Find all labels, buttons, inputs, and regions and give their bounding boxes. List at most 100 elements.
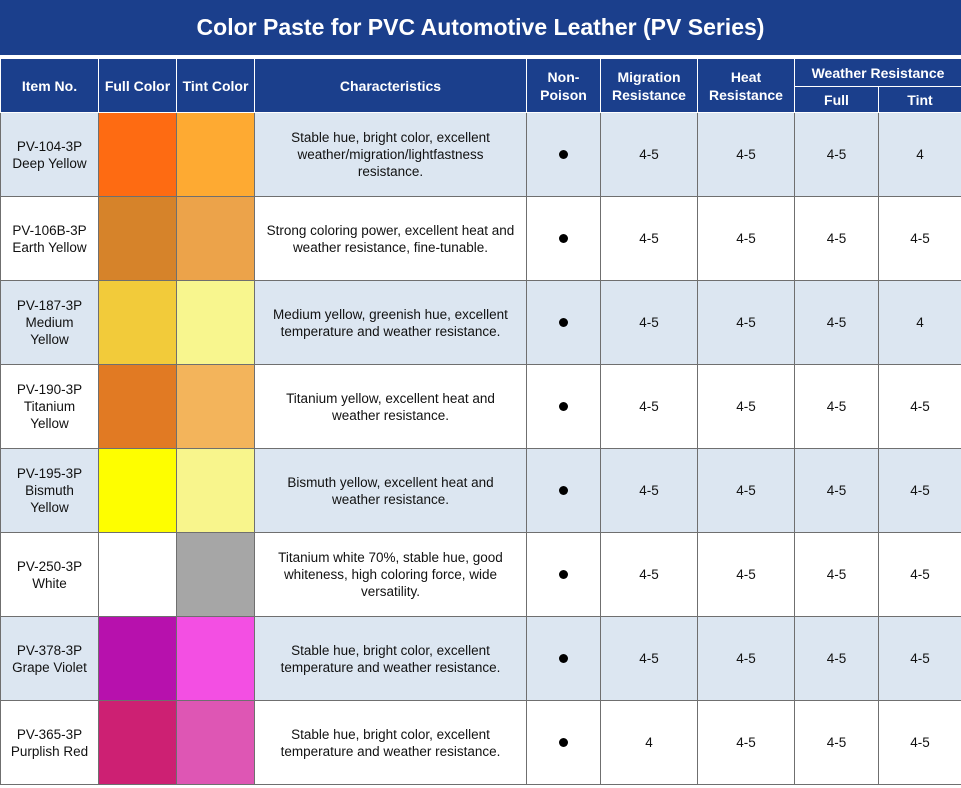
characteristics-cell: Titanium yellow, excellent heat and weat… (254, 364, 527, 449)
non-poison-cell (526, 196, 601, 281)
non-poison-dot-icon (559, 402, 568, 411)
header-weather-full: Full (794, 86, 879, 113)
non-poison-dot-icon (559, 318, 568, 327)
weather-full-cell: 4-5 (794, 364, 879, 449)
characteristics-cell: Bismuth yellow, excellent heat and weath… (254, 448, 527, 533)
tint-color-swatch (176, 112, 255, 197)
non-poison-cell (526, 532, 601, 617)
migration-resistance-cell: 4-5 (600, 616, 698, 701)
non-poison-cell (526, 112, 601, 197)
table-body: PV-104-3P Deep Yellow Stable hue, bright … (0, 112, 961, 785)
table-row: PV-104-3P Deep Yellow Stable hue, bright … (0, 112, 961, 197)
non-poison-dot-icon (559, 654, 568, 663)
weather-tint-cell: 4-5 (878, 364, 961, 449)
header-item-no: Item No. (0, 58, 99, 113)
weather-tint-cell: 4 (878, 112, 961, 197)
header-weather-tint: Tint (878, 86, 961, 113)
header-non-poison: Non- Poison (526, 58, 601, 113)
heat-resistance-cell: 4-5 (697, 196, 795, 281)
characteristics-cell: Stable hue, bright color, excellent temp… (254, 700, 527, 785)
migration-resistance-cell: 4-5 (600, 448, 698, 533)
full-color-swatch (98, 448, 177, 533)
full-color-swatch (98, 532, 177, 617)
item-no-cell: PV-190-3P Titanium Yellow (0, 364, 99, 449)
tint-color-swatch (176, 532, 255, 617)
characteristics-cell: Stable hue, bright color, excellent temp… (254, 616, 527, 701)
weather-full-cell: 4-5 (794, 700, 879, 785)
item-no-cell: PV-365-3P Purplish Red (0, 700, 99, 785)
weather-tint-cell: 4-5 (878, 700, 961, 785)
header-tint-color: Tint Color (176, 58, 255, 113)
header-characteristics: Characteristics (254, 58, 527, 113)
table-row: PV-365-3P Purplish Red Stable hue, bright… (0, 700, 961, 785)
full-color-swatch (98, 196, 177, 281)
characteristics-cell: Stable hue, bright color, excellent weat… (254, 112, 527, 197)
full-color-swatch (98, 700, 177, 785)
weather-tint-cell: 4-5 (878, 448, 961, 533)
tint-color-swatch (176, 196, 255, 281)
item-no-cell: PV-250-3P White (0, 532, 99, 617)
non-poison-cell (526, 364, 601, 449)
migration-resistance-cell: 4-5 (600, 364, 698, 449)
non-poison-dot-icon (559, 486, 568, 495)
heat-resistance-cell: 4-5 (697, 700, 795, 785)
item-no-cell: PV-187-3P Medium Yellow (0, 280, 99, 365)
non-poison-dot-icon (559, 150, 568, 159)
tint-color-swatch (176, 280, 255, 365)
heat-resistance-cell: 4-5 (697, 364, 795, 449)
characteristics-cell: Strong coloring power, excellent heat an… (254, 196, 527, 281)
table-row: PV-187-3P Medium Yellow Medium yellow, gr… (0, 280, 961, 365)
non-poison-cell (526, 280, 601, 365)
page-title: Color Paste for PVC Automotive Leather (… (0, 0, 961, 57)
table-row: PV-250-3P White Titanium white 70%, stabl… (0, 532, 961, 617)
tint-color-swatch (176, 616, 255, 701)
table-row: PV-190-3P Titanium Yellow Titanium yellow… (0, 364, 961, 449)
heat-resistance-cell: 4-5 (697, 112, 795, 197)
heat-resistance-cell: 4-5 (697, 532, 795, 617)
weather-full-cell: 4-5 (794, 196, 879, 281)
non-poison-dot-icon (559, 738, 568, 747)
table-row: PV-106B-3P Earth Yellow Strong coloring p… (0, 196, 961, 281)
color-paste-table: Item No. Full Color Tint Color Character… (0, 58, 961, 785)
item-no-cell: PV-378-3P Grape Violet (0, 616, 99, 701)
non-poison-cell (526, 700, 601, 785)
migration-resistance-cell: 4-5 (600, 112, 698, 197)
heat-resistance-cell: 4-5 (697, 280, 795, 365)
table-row: PV-378-3P Grape Violet Stable hue, bright… (0, 616, 961, 701)
weather-tint-cell: 4-5 (878, 616, 961, 701)
non-poison-dot-icon (559, 234, 568, 243)
non-poison-cell (526, 616, 601, 701)
tint-color-swatch (176, 448, 255, 533)
header-migration-resistance: Migration Resistance (600, 58, 698, 113)
characteristics-cell: Titanium white 70%, stable hue, good whi… (254, 532, 527, 617)
full-color-swatch (98, 616, 177, 701)
heat-resistance-cell: 4-5 (697, 448, 795, 533)
tint-color-swatch (176, 364, 255, 449)
item-no-cell: PV-106B-3P Earth Yellow (0, 196, 99, 281)
weather-full-cell: 4-5 (794, 280, 879, 365)
migration-resistance-cell: 4 (600, 700, 698, 785)
non-poison-cell (526, 448, 601, 533)
characteristics-cell: Medium yellow, greenish hue, excellent t… (254, 280, 527, 365)
table-row: PV-195-3P Bismuth Yellow Bismuth yellow, … (0, 448, 961, 533)
weather-tint-cell: 4-5 (878, 532, 961, 617)
full-color-swatch (98, 364, 177, 449)
migration-resistance-cell: 4-5 (600, 532, 698, 617)
weather-full-cell: 4-5 (794, 616, 879, 701)
full-color-swatch (98, 280, 177, 365)
item-no-cell: PV-104-3P Deep Yellow (0, 112, 99, 197)
migration-resistance-cell: 4-5 (600, 196, 698, 281)
weather-tint-cell: 4 (878, 280, 961, 365)
weather-full-cell: 4-5 (794, 532, 879, 617)
weather-tint-cell: 4-5 (878, 196, 961, 281)
weather-full-cell: 4-5 (794, 448, 879, 533)
header-weather-resistance: Weather Resistance (794, 58, 961, 87)
heat-resistance-cell: 4-5 (697, 616, 795, 701)
full-color-swatch (98, 112, 177, 197)
migration-resistance-cell: 4-5 (600, 280, 698, 365)
tint-color-swatch (176, 700, 255, 785)
header-heat-resistance: Heat Resistance (697, 58, 795, 113)
non-poison-dot-icon (559, 570, 568, 579)
header-full-color: Full Color (98, 58, 177, 113)
item-no-cell: PV-195-3P Bismuth Yellow (0, 448, 99, 533)
